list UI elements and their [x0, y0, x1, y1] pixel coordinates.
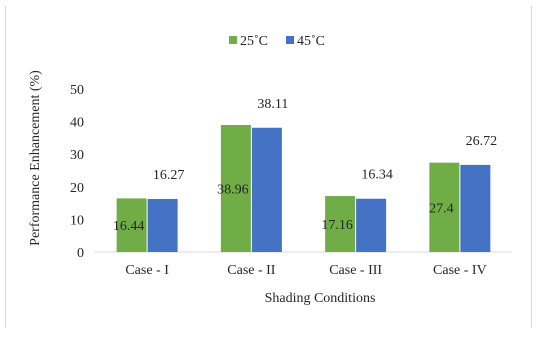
y-tick-label: 10 — [70, 213, 84, 228]
bars — [116, 124, 491, 252]
bar-45c-case-3 — [356, 198, 387, 252]
chart-frame-left-border — [5, 6, 6, 328]
value-label-45c-case-1: 16.27 — [153, 168, 185, 183]
legend-label-25c: 25˚C — [240, 34, 268, 49]
value-label-25c-case-2: 38.96 — [217, 182, 249, 197]
x-tick-label: Case - II — [227, 263, 276, 278]
x-axis-ticks: Case - I Case - II Case - III Case - IV — [125, 263, 486, 278]
x-tick-label: Case - III — [329, 263, 382, 278]
y-axis-ticks: 0 10 20 30 40 50 — [70, 83, 84, 261]
bar-45c-case-2 — [251, 127, 282, 252]
legend-swatch-45c — [286, 36, 294, 44]
y-tick-label: 0 — [77, 246, 84, 261]
x-tick-label: Case - IV — [433, 263, 487, 278]
bar-45c-case-1 — [147, 198, 178, 252]
value-label-25c-case-1: 16.44 — [113, 219, 145, 234]
legend: 25˚C 45˚C — [229, 34, 325, 49]
value-label-45c-case-4: 26.72 — [466, 134, 498, 149]
x-tick-label: Case - I — [125, 263, 169, 278]
y-tick-label: 50 — [70, 83, 84, 98]
bar-25c-case-1 — [116, 198, 147, 252]
bar-25c-case-2 — [220, 124, 251, 252]
value-label-45c-case-3: 16.34 — [361, 168, 393, 183]
bar-45c-case-4 — [460, 164, 491, 252]
x-axis-title: Shading Conditions — [265, 291, 376, 306]
bar-25c-case-4 — [429, 162, 460, 252]
value-label-45c-case-2: 38.11 — [257, 97, 288, 112]
legend-label-45c: 45˚C — [297, 34, 325, 49]
value-label-25c-case-3: 17.16 — [321, 218, 353, 233]
value-label-25c-case-4: 27.4 — [429, 201, 454, 216]
chart-frame-right-border — [531, 6, 532, 328]
value-labels: 16.44 16.27 38.96 38.11 17.16 16.34 27.4 26.72 — [113, 97, 497, 234]
bar-25c-case-3 — [325, 196, 356, 252]
y-tick-label: 30 — [70, 148, 84, 163]
y-axis-title: Performance Enhancement (%) — [28, 70, 43, 246]
legend-swatch-25c — [229, 36, 237, 44]
y-tick-label: 20 — [70, 181, 84, 196]
y-tick-label: 40 — [70, 116, 84, 131]
